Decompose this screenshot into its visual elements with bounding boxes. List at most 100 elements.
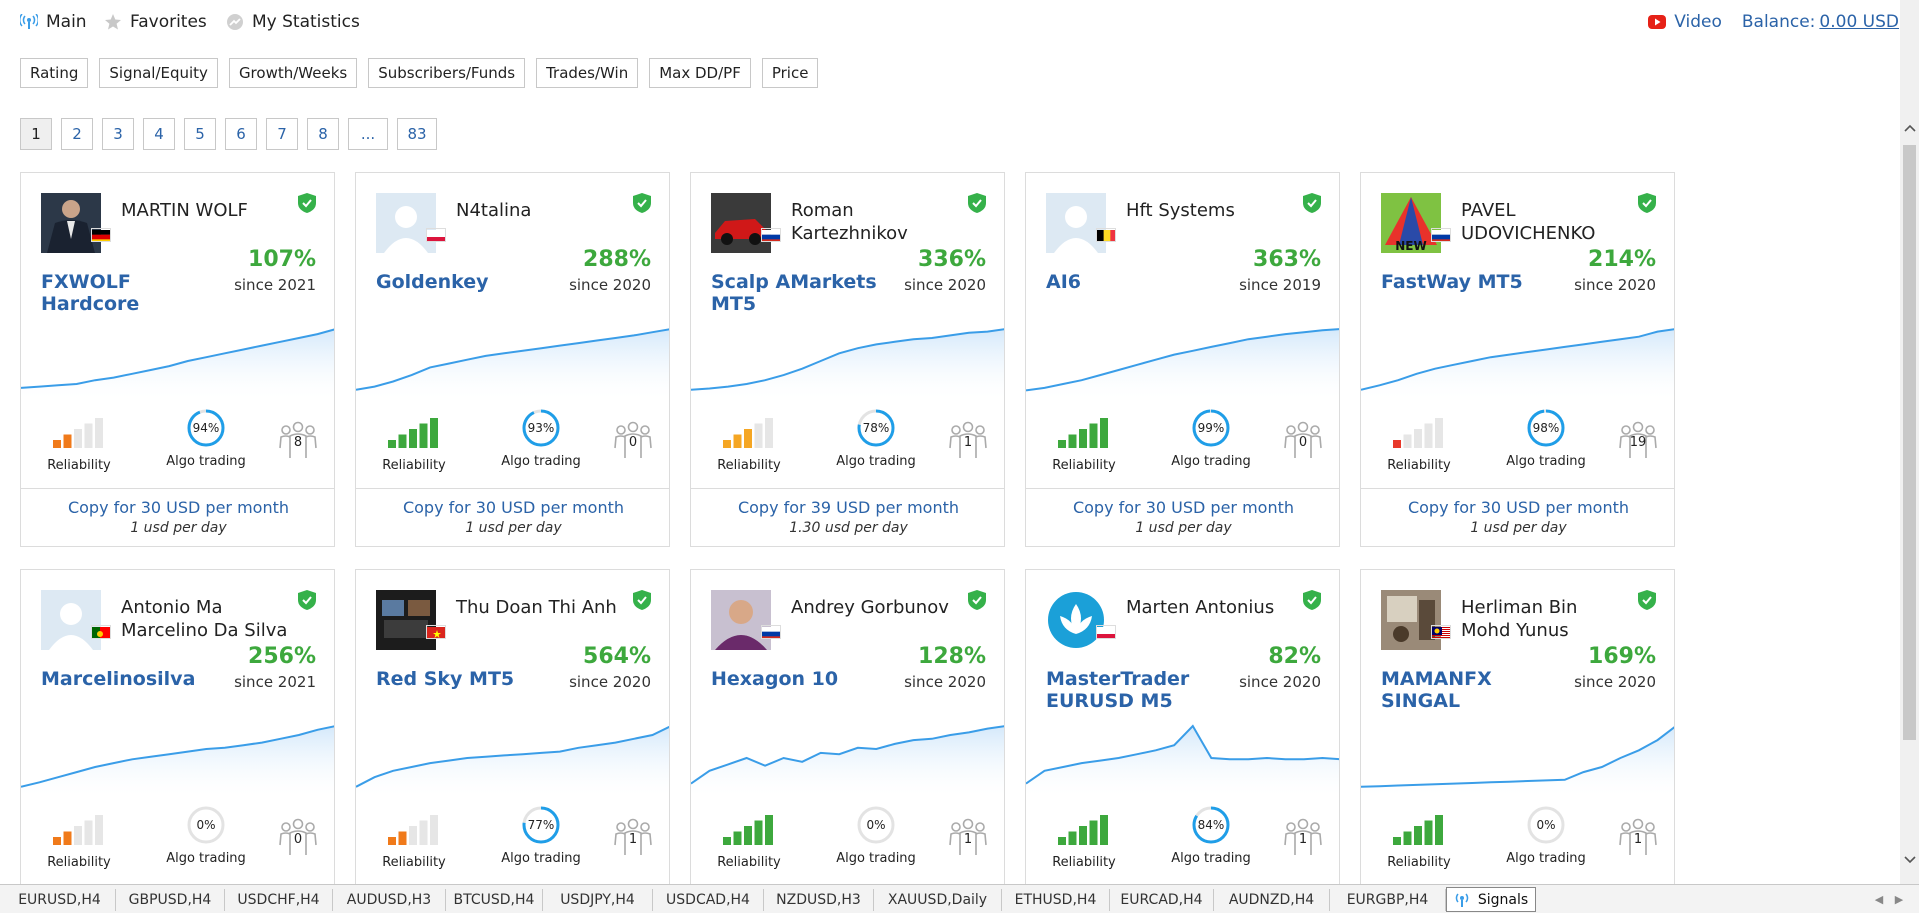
reliability-indicator[interactable]: Reliability xyxy=(1046,418,1122,473)
tab-usdcad-h4[interactable]: USDCAD,H4 xyxy=(653,889,764,911)
author-avatar[interactable] xyxy=(41,590,101,650)
scroll-up-arrow[interactable] xyxy=(1900,118,1919,138)
signal-card[interactable]: Thu Doan Thi Anh 564% since 2020 Red Sky MT… xyxy=(355,569,670,913)
tab-eurgbp-h4[interactable]: EURGBP,H4 xyxy=(1330,889,1446,911)
reliability-indicator[interactable]: Reliability xyxy=(41,815,117,870)
subscribers-indicator[interactable]: 1 xyxy=(948,420,988,460)
sort-button-price[interactable]: Price xyxy=(761,58,819,88)
algo-trading-indicator[interactable]: 93% Algo trading xyxy=(486,408,596,469)
scroll-down-arrow[interactable] xyxy=(1900,850,1919,870)
vertical-scrollbar[interactable] xyxy=(1900,0,1919,884)
subscribers-indicator[interactable]: 1 xyxy=(948,817,988,857)
equity-chart-wrap[interactable] xyxy=(21,720,334,795)
copy-price-link[interactable]: Copy for 30 USD per month xyxy=(67,498,290,517)
signal-card[interactable]: NEW PAVEL UDOVICHENKO 214% since 2020 FastWa… xyxy=(1360,172,1675,547)
author-avatar[interactable] xyxy=(1381,590,1441,650)
page-83[interactable]: 83 xyxy=(397,118,437,150)
author-name[interactable]: PAVEL UDOVICHENKO xyxy=(1461,200,1596,244)
author-avatar[interactable] xyxy=(1046,590,1106,650)
page-6[interactable]: 6 xyxy=(225,118,257,150)
equity-chart-wrap[interactable] xyxy=(1026,323,1339,398)
equity-chart-wrap[interactable] xyxy=(1361,720,1674,795)
subscribers-indicator[interactable]: 0 xyxy=(613,420,653,460)
tab-audnzd-h4[interactable]: AUDNZD,H4 xyxy=(1214,889,1330,911)
page-7[interactable]: 7 xyxy=(266,118,298,150)
signal-card[interactable]: Marten Antonius 82% since 2020 MasterTrader… xyxy=(1025,569,1340,913)
reliability-indicator[interactable]: Reliability xyxy=(1046,815,1122,870)
page-8[interactable]: 8 xyxy=(307,118,339,150)
reliability-indicator[interactable]: Reliability xyxy=(711,418,787,473)
sort-button-max-dd-pf[interactable]: Max DD/PF xyxy=(649,58,751,88)
signal-card[interactable]: Andrey Gorbunov 128% since 2020 Hexagon 10 R… xyxy=(690,569,1005,913)
signal-card[interactable]: N4talina 288% since 2020 Goldenkey Reliabili… xyxy=(355,172,670,547)
subscribers-indicator[interactable]: 1 xyxy=(613,817,653,857)
sort-button-trades-win[interactable]: Trades/Win xyxy=(536,58,639,88)
copy-price-link[interactable]: Copy for 30 USD per month xyxy=(1407,498,1630,517)
signal-card[interactable]: Antonio Ma Marcelino Da Silva 256% since 2… xyxy=(20,569,335,913)
sort-button-rating[interactable]: Rating xyxy=(20,58,89,88)
tab-usdchf-h4[interactable]: USDCHF,H4 xyxy=(225,889,333,911)
signal-card[interactable]: Herliman Bin Mohd Yunus 169% since 2020 MAM… xyxy=(1360,569,1675,913)
author-avatar[interactable] xyxy=(711,193,771,253)
equity-chart-wrap[interactable] xyxy=(356,323,669,398)
signal-name-link[interactable]: AI6 xyxy=(1046,271,1081,293)
page-5[interactable]: 5 xyxy=(184,118,216,150)
author-avatar[interactable] xyxy=(41,193,101,253)
reliability-indicator[interactable]: Reliability xyxy=(41,418,117,473)
equity-chart-wrap[interactable] xyxy=(356,720,669,795)
author-name[interactable]: Herliman Bin Mohd Yunus xyxy=(1461,597,1578,641)
author-avatar[interactable]: NEW xyxy=(1381,193,1441,253)
signal-name-link[interactable]: FastWay MT5 xyxy=(1381,271,1523,293)
page-1[interactable]: 1 xyxy=(20,118,52,150)
sort-button-subscribers-funds[interactable]: Subscribers/Funds xyxy=(368,58,526,88)
equity-chart-wrap[interactable] xyxy=(1361,323,1674,398)
signal-name-link[interactable]: Hexagon 10 xyxy=(711,668,839,690)
tab-usdjpy-h4[interactable]: USDJPY,H4 xyxy=(543,889,653,911)
author-name[interactable]: Thu Doan Thi Anh xyxy=(456,597,617,618)
algo-trading-indicator[interactable]: 77% Algo trading xyxy=(486,805,596,866)
signal-name-link[interactable]: Red Sky MT5 xyxy=(376,668,515,690)
algo-trading-indicator[interactable]: 0% Algo trading xyxy=(151,805,261,866)
subscribers-indicator[interactable]: 19 xyxy=(1618,420,1658,460)
reliability-indicator[interactable]: Reliability xyxy=(711,815,787,870)
sort-button-signal-equity[interactable]: Signal/Equity xyxy=(99,58,218,88)
author-avatar[interactable] xyxy=(1046,193,1106,253)
nav-main[interactable]: Main xyxy=(20,12,87,32)
balance-amount-link[interactable]: 0.00 USD xyxy=(1819,12,1899,32)
equity-chart-wrap[interactable] xyxy=(691,323,1004,398)
tab-gbpusd-h4[interactable]: GBPUSD,H4 xyxy=(116,889,225,911)
author-name[interactable]: N4talina xyxy=(456,200,532,221)
page-2[interactable]: 2 xyxy=(61,118,93,150)
signal-name-link[interactable]: MAMANFX SINGAL xyxy=(1381,668,1492,712)
nav-favorites[interactable]: Favorites xyxy=(104,12,207,32)
video-link[interactable]: Video xyxy=(1648,12,1722,32)
signal-name-link[interactable]: Scalp AMarkets MT5 xyxy=(711,271,877,315)
author-name[interactable]: Andrey Gorbunov xyxy=(791,597,949,618)
author-name[interactable]: Hft Systems xyxy=(1126,200,1235,221)
copy-price-link[interactable]: Copy for 30 USD per month xyxy=(402,498,625,517)
subscribers-indicator[interactable]: 8 xyxy=(278,420,318,460)
equity-chart-wrap[interactable] xyxy=(691,720,1004,795)
algo-trading-indicator[interactable]: 98% Algo trading xyxy=(1491,408,1601,469)
tab-eurcad-h4[interactable]: EURCAD,H4 xyxy=(1110,889,1214,911)
signal-card[interactable]: MARTIN WOLF 107% since 2021 FXWOLF Hardcore… xyxy=(20,172,335,547)
author-name[interactable]: Roman Kartezhnikov xyxy=(791,200,908,244)
author-name[interactable]: Marten Antonius xyxy=(1126,597,1275,618)
scrollbar-thumb[interactable] xyxy=(1903,145,1916,740)
author-avatar[interactable] xyxy=(711,590,771,650)
copy-price-link[interactable]: Copy for 39 USD per month xyxy=(737,498,960,517)
author-name[interactable]: MARTIN WOLF xyxy=(121,200,248,221)
sort-button-growth-weeks[interactable]: Growth/Weeks xyxy=(228,58,358,88)
signal-name-link[interactable]: Marcelinosilva xyxy=(41,668,196,690)
algo-trading-indicator[interactable]: 94% Algo trading xyxy=(151,408,261,469)
tab-nzdusd-h3[interactable]: NZDUSD,H3 xyxy=(764,889,874,911)
tab-audusd-h3[interactable]: AUDUSD,H3 xyxy=(333,889,446,911)
tab-scroll-left-icon[interactable]: ◀ xyxy=(1874,892,1884,906)
equity-chart-wrap[interactable] xyxy=(21,323,334,398)
nav-my-statistics[interactable]: My Statistics xyxy=(226,12,360,32)
tab-btcusd-h4[interactable]: BTCUSD,H4 xyxy=(446,889,543,911)
equity-chart-wrap[interactable] xyxy=(1026,720,1339,795)
tab-scroll-right-icon[interactable]: ▶ xyxy=(1894,892,1904,906)
tab-signals[interactable]: Signals xyxy=(1446,887,1536,912)
signal-card[interactable]: Hft Systems 363% since 2019 AI6 Reliability 9… xyxy=(1025,172,1340,547)
